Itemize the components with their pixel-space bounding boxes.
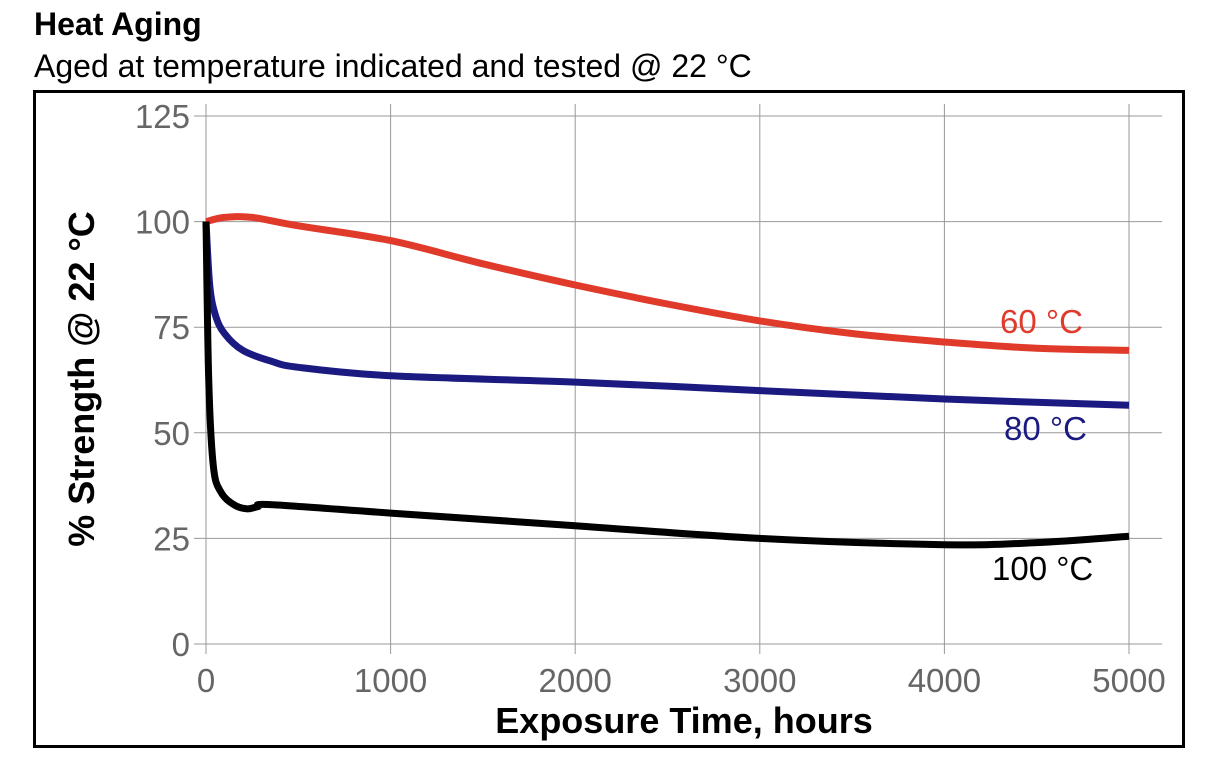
series-label-100c: 100 °C [992,550,1093,587]
x-tick-label: 4000 [908,662,981,699]
y-tick-label: 75 [153,309,190,346]
x-tick-label: 0 [197,662,215,699]
y-tick-label: 100 [135,204,190,241]
chart-title: Heat Aging [34,6,202,42]
x-tick-label: 5000 [1092,662,1165,699]
x-tick-label: 3000 [723,662,796,699]
x-tick-label: 1000 [354,662,427,699]
series-label-60c: 60 °C [1000,303,1083,340]
y-tick-label: 25 [153,520,190,557]
series-layer [202,213,1130,549]
series-label-80c: 80 °C [1004,410,1087,447]
y-tick-label: 50 [153,415,190,452]
label-layer: 60 °C 80 °C 100 °C [992,303,1093,587]
y-tick-label: 0 [172,626,190,663]
series-line-60c [205,213,1130,354]
y-axis-title: % Strength @ 22 °C [61,211,102,547]
x-axis-title: Exposure Time, hours [495,700,872,741]
series-line-80c [202,221,1130,409]
chart-subtitle: Aged at temperature indicated and tested… [34,48,752,84]
chart-frame [33,90,1185,748]
y-tick-label: 125 [135,98,190,135]
x-tick-label: 2000 [538,662,611,699]
tick-layer: 0 25 50 75 100 125 0 1000 2000 3000 4000 5000 [135,98,1166,699]
series-line-100c [202,221,1130,549]
